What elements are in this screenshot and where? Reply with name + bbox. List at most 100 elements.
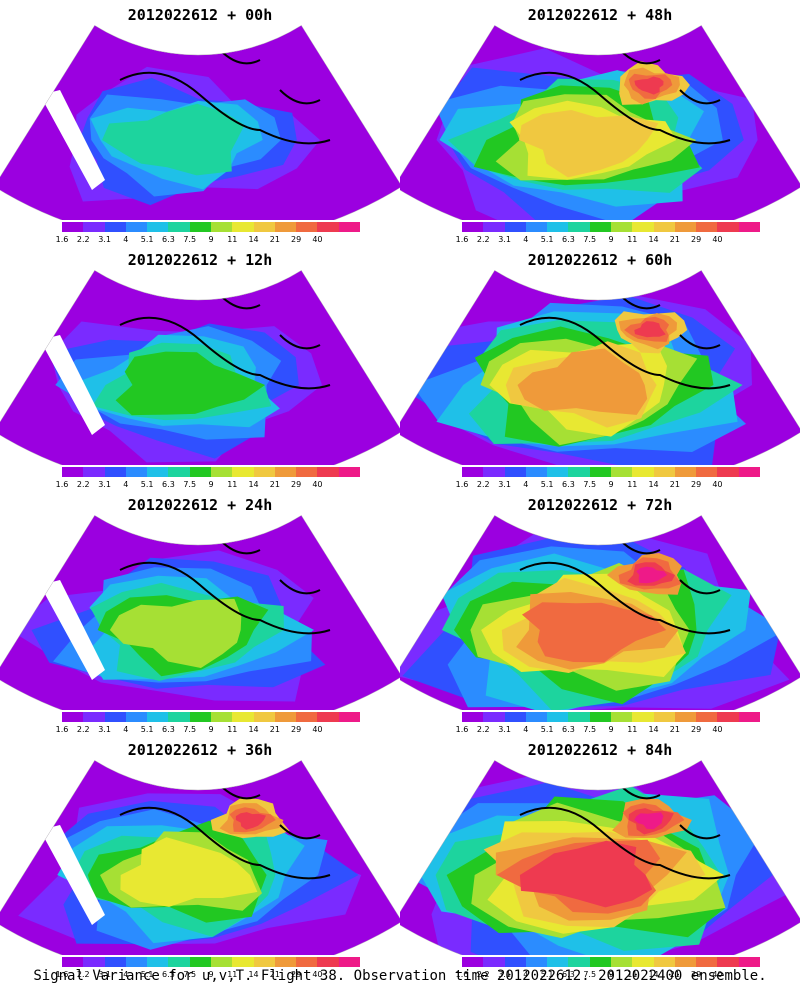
colorbar-swatch: [104, 467, 127, 477]
colorbar-tick-label: 21: [669, 235, 680, 244]
colorbar-tick-label: 11: [627, 235, 638, 244]
colorbar-swatch: [653, 467, 676, 477]
colorbar-swatch: [653, 712, 676, 722]
map-panel: 2012022612 + 00h 1.6 2.2 3.1 4 5.1 6.3 7.5 9 11 14…: [0, 0, 400, 245]
colorbar-swatch: [696, 957, 718, 967]
colorbar-tick-label: 9: [208, 235, 214, 244]
colorbar-swatch: [296, 712, 318, 722]
colorbar-swatch: [653, 957, 676, 967]
colorbar-tick-label: 4: [523, 235, 529, 244]
colorbar-swatch: [525, 222, 548, 232]
colorbar-tick-label: 7.5: [583, 235, 597, 244]
colorbar-swatch: [317, 712, 340, 722]
colorbar-swatch: [211, 467, 233, 477]
colorbar-tick-label: 6.3: [562, 235, 575, 244]
colorbar: [462, 957, 761, 967]
colorbar-tick-label: 14: [648, 970, 659, 979]
colorbar-swatch: [611, 467, 633, 477]
map-panel: 2012022612 + 60h 1.6 2.2 3.1 4 5.1 6.3 7.5 9 11 14…: [400, 245, 800, 490]
colorbar-tick-label: 5.1: [540, 480, 554, 489]
colorbar-tick-label: 11: [227, 970, 238, 979]
colorbar-tick-label: 4: [123, 970, 129, 979]
colorbar-tick-label: 2.2: [476, 970, 490, 979]
colorbar: [462, 467, 761, 477]
colorbar-tick-label: 7.5: [583, 970, 597, 979]
colorbar-swatch: [696, 222, 718, 232]
colorbar-swatch: [462, 222, 484, 232]
contour-band: [109, 598, 242, 668]
colorbar-swatch: [483, 467, 506, 477]
contour-band: [634, 76, 664, 95]
colorbar-swatch: [547, 712, 569, 722]
colorbar-swatch: [483, 957, 506, 967]
contour-band: [634, 812, 664, 830]
colorbar-tick-label: 21: [669, 970, 680, 979]
map-boundary: [400, 270, 800, 465]
colorbar-swatch: [483, 222, 506, 232]
colorbar-tick-label: 14: [648, 725, 659, 734]
colorbar-swatch: [547, 222, 569, 232]
colorbar-tick-label: 4: [123, 480, 129, 489]
colorbar-swatch: [274, 957, 297, 967]
colorbar-swatch: [211, 712, 233, 722]
colorbar-swatch: [253, 712, 276, 722]
colorbar-labels: 1.6 2.2 3.1 4 5.1 6.3 7.5 9 11 14 21 29 40: [56, 970, 362, 980]
contour-band: [102, 103, 245, 176]
colorbar-swatch: [232, 222, 255, 232]
map-boundary: [0, 760, 400, 955]
colorbar-tick-label: 6.3: [162, 970, 175, 979]
colorbar-tick-label: 7.5: [183, 970, 197, 979]
colorbar-tick-label: 9: [608, 970, 614, 979]
colorbar-tick-label: 11: [627, 970, 638, 979]
colorbar-swatch: [83, 957, 106, 967]
colorbar-swatch: [589, 712, 612, 722]
colorbar-swatch: [232, 957, 255, 967]
below-threshold-area: [40, 90, 105, 190]
colorbar-swatch: [568, 222, 591, 232]
variance-map: [0, 760, 400, 955]
colorbar-swatch: [611, 222, 633, 232]
colorbar-swatch: [611, 957, 633, 967]
colorbar-tick-label: 1.6: [455, 970, 469, 979]
colorbar-labels: 1.6 2.2 3.1 4 5.1 6.3 7.5 9 11 14 21 29 40: [456, 970, 762, 980]
colorbar-swatch: [717, 222, 740, 232]
colorbar-swatch: [589, 222, 612, 232]
colorbar-tick-label: 9: [608, 235, 614, 244]
colorbar-tick-label: 3.1: [98, 725, 111, 734]
colorbar-tick-label: 4: [123, 725, 129, 734]
contour-band: [519, 110, 659, 178]
below-threshold-area: [40, 580, 105, 680]
colorbar-swatch: [717, 957, 740, 967]
colorbar-tick-label: 5.1: [540, 970, 554, 979]
colorbar-swatch: [211, 957, 233, 967]
colorbar-tick-label: 29: [691, 480, 702, 489]
variance-map: [0, 25, 400, 220]
contour-band: [120, 837, 258, 907]
colorbar-tick-label: 7.5: [583, 480, 597, 489]
colorbar-swatch: [296, 222, 318, 232]
panel-title: 2012022612 + 24h: [127, 496, 273, 514]
colorbar-tick-label: 6.3: [562, 725, 575, 734]
colorbar-tick-label: 3.1: [98, 235, 111, 244]
colorbar-swatch: [338, 957, 361, 967]
panel-title: 2012022612 + 00h: [127, 6, 273, 24]
colorbar-swatch: [504, 222, 527, 232]
colorbar-swatch: [738, 957, 761, 967]
colorbar-tick-label: 29: [691, 725, 702, 734]
colorbar-tick-label: 1.6: [55, 235, 69, 244]
colorbar-swatch: [674, 957, 697, 967]
variance-map: [400, 760, 800, 955]
variance-map: [0, 515, 400, 710]
map-panel: 2012022612 + 24h 1.6 2.2 3.1 4 5.1 6.3 7.5 9 11 14…: [0, 490, 400, 735]
map-panel: 2012022612 + 12h 1.6 2.2 3.1 4 5.1 6.3 7.5 9 11 14…: [0, 245, 400, 490]
colorbar-swatch: [125, 957, 148, 967]
colorbar-swatch: [83, 222, 106, 232]
colorbar-tick-label: 6.3: [562, 480, 575, 489]
colorbar-tick-label: 11: [227, 725, 238, 734]
colorbar-swatch: [338, 712, 361, 722]
below-threshold-area: [40, 825, 105, 925]
colorbar-tick-label: 6.3: [562, 970, 575, 979]
colorbar-swatch: [525, 712, 548, 722]
colorbar-tick-label: 40: [312, 480, 323, 489]
colorbar-swatch: [189, 467, 212, 477]
